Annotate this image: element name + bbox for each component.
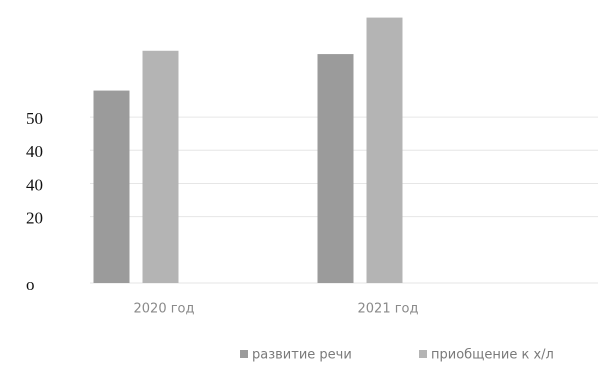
bar <box>366 17 403 284</box>
bar <box>317 54 354 283</box>
y-tick-label: 40 <box>26 175 43 194</box>
y-tick-label: 40 <box>26 142 43 161</box>
bar <box>142 50 179 283</box>
y-tick-label: o <box>26 275 35 294</box>
y-tick-label: 20 <box>26 209 43 228</box>
bar <box>93 90 130 283</box>
legend-label: развитие речи <box>252 348 352 363</box>
legend-swatch <box>419 350 427 358</box>
legend-label: приобщение к х/л <box>431 348 554 363</box>
x-tick-label: 2021 год <box>358 302 419 317</box>
y-tick-label: 50 <box>26 109 43 128</box>
x-tick-label: 2020 год <box>134 302 195 317</box>
legend-swatch <box>240 350 248 358</box>
